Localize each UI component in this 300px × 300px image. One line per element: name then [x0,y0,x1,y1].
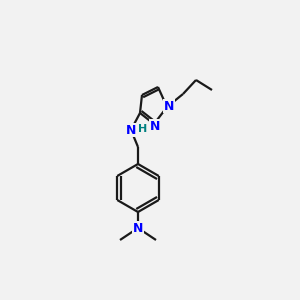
Text: N: N [150,119,160,133]
Text: H: H [138,124,148,134]
Text: N: N [164,100,174,112]
Text: N: N [133,221,143,235]
Text: N: N [126,124,136,136]
